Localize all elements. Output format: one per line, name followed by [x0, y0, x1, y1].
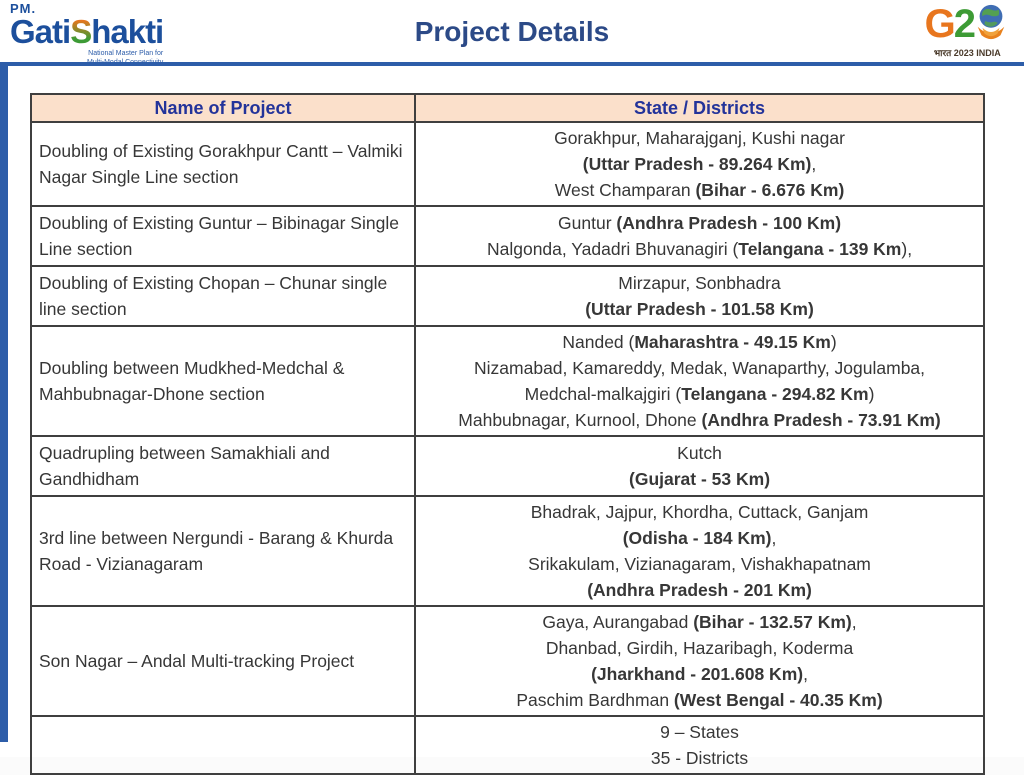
table-container: Name of Project State / Districts Doubli… [29, 93, 985, 775]
project-name-cell: Quadrupling between Samakhiali and Gandh… [29, 435, 417, 497]
state-districts-cell: Nanded (Maharashtra - 49.15 Km) Nizamabad… [414, 325, 985, 437]
left-accent-bar [0, 66, 8, 742]
detail-line: Kutch [677, 443, 722, 463]
state-districts-cell: Mirzapur, Sonbhadra (Uttar Pradesh - 101.… [414, 265, 985, 327]
detail-line: 35 - Districts [650, 748, 749, 768]
detail-line: Medchal-malkajgiri (Telangana - 294.82 K… [524, 384, 875, 404]
header-band: PM. GatiShakti National Master Plan for … [0, 0, 1024, 66]
detail-line: (Jharkhand - 201.608 Km), [591, 664, 808, 684]
table-row: Doubling of Existing Chopan – Chunar sin… [29, 265, 985, 327]
table-row: Doubling of Existing Gorakhpur Cantt – V… [29, 121, 985, 207]
detail-line: Guntur (Andhra Pradesh - 100 Km) [558, 213, 842, 233]
project-name-cell: Doubling of Existing Guntur – Bibinagar … [29, 205, 417, 267]
state-districts-cell: Bhadrak, Jajpur, Khordha, Cuttack, Ganja… [414, 495, 985, 607]
detail-line: Gaya, Aurangabad (Bihar - 132.57 Km), [542, 612, 857, 632]
project-name-cell: Doubling between Mudkhed-Medchal & Mahbu… [29, 325, 417, 437]
state-districts-cell: Guntur (Andhra Pradesh - 100 Km) Nalgonda… [414, 205, 985, 267]
summary-totals-cell: 9 – States 35 - Districts [414, 715, 985, 775]
state-districts-cell: Kutch (Gujarat - 53 Km) [414, 435, 985, 497]
page-title: Project Details [414, 16, 610, 47]
summary-row: 9 – States 35 - Districts [29, 715, 985, 775]
project-name-cell: 3rd line between Nergundi - Barang & Khu… [29, 495, 417, 607]
g20-letter-g: G [924, 2, 956, 46]
detail-line: Nizamabad, Kamareddy, Medak, Wanaparthy,… [474, 358, 926, 378]
table-row: Son Nagar – Andal Multi-tracking Project… [29, 605, 985, 717]
g20-logo: G 2 भारत 2023 INDIA [925, 2, 1010, 59]
table-header-row: Name of Project State / Districts [29, 93, 985, 123]
summary-empty-cell [29, 715, 417, 775]
logo-gati-text: Gati [10, 13, 71, 50]
detail-line: (Uttar Pradesh - 101.58 Km) [585, 299, 814, 319]
table-row: Doubling between Mudkhed-Medchal & Mahbu… [29, 325, 985, 437]
state-districts-cell: Gaya, Aurangabad (Bihar - 132.57 Km), Dha… [414, 605, 985, 717]
detail-line: (Gujarat - 53 Km) [629, 469, 771, 489]
detail-line: Nalgonda, Yadadri Bhuvanagiri (Telangana… [486, 239, 913, 259]
table-row: 3rd line between Nergundi - Barang & Khu… [29, 495, 985, 607]
detail-line: Paschim Bardhman (West Bengal - 40.35 Km… [516, 690, 883, 710]
state-districts-cell: Gorakhpur, Maharajganj, Kushi nagar (Utta… [414, 121, 985, 207]
g20-digit-2: 2 [953, 2, 976, 46]
detail-line: Bhadrak, Jajpur, Khordha, Cuttack, Ganja… [530, 502, 869, 522]
detail-line: Gorakhpur, Maharajganj, Kushi nagar [554, 128, 845, 148]
column-header-state-districts: State / Districts [414, 93, 985, 123]
detail-line: Mirzapur, Sonbhadra [618, 273, 781, 293]
project-details-table: Name of Project State / Districts Doubli… [29, 93, 985, 775]
logo-s-swirl: S [70, 13, 92, 50]
header-divider [0, 62, 1024, 66]
table-row: Doubling of Existing Guntur – Bibinagar … [29, 205, 985, 267]
detail-line: Nanded (Maharashtra - 49.15 Km) [562, 332, 837, 352]
g20-caption: भारत 2023 INDIA [933, 48, 1001, 58]
detail-line: Mahbubnagar, Kurnool, Dhone (Andhra Prad… [458, 410, 941, 430]
detail-line: Dhanbad, Girdih, Hazaribagh, Koderma [545, 638, 854, 658]
globe-lotus-icon [972, 2, 1010, 46]
logo-hakti-text: hakti [91, 13, 164, 50]
project-name-cell: Doubling of Existing Chopan – Chunar sin… [29, 265, 417, 327]
project-name-cell: Son Nagar – Andal Multi-tracking Project [29, 605, 417, 717]
column-header-name-of-project: Name of Project [29, 93, 417, 123]
detail-line: (Odisha - 184 Km), [622, 528, 777, 548]
detail-line: West Champaran (Bihar - 6.676 Km) [554, 180, 845, 200]
detail-line: (Andhra Pradesh - 201 Km) [587, 580, 812, 600]
project-name-cell: Doubling of Existing Gorakhpur Cantt – V… [29, 121, 417, 207]
logo-pm-text: PM. [10, 1, 37, 16]
detail-line: 9 – States [660, 722, 739, 742]
detail-line: Srikakulam, Vizianagaram, Vishakhapatnam [528, 554, 871, 574]
detail-line: (Uttar Pradesh - 89.264 Km), [582, 154, 817, 174]
table-row: Quadrupling between Samakhiali and Gandh… [29, 435, 985, 497]
